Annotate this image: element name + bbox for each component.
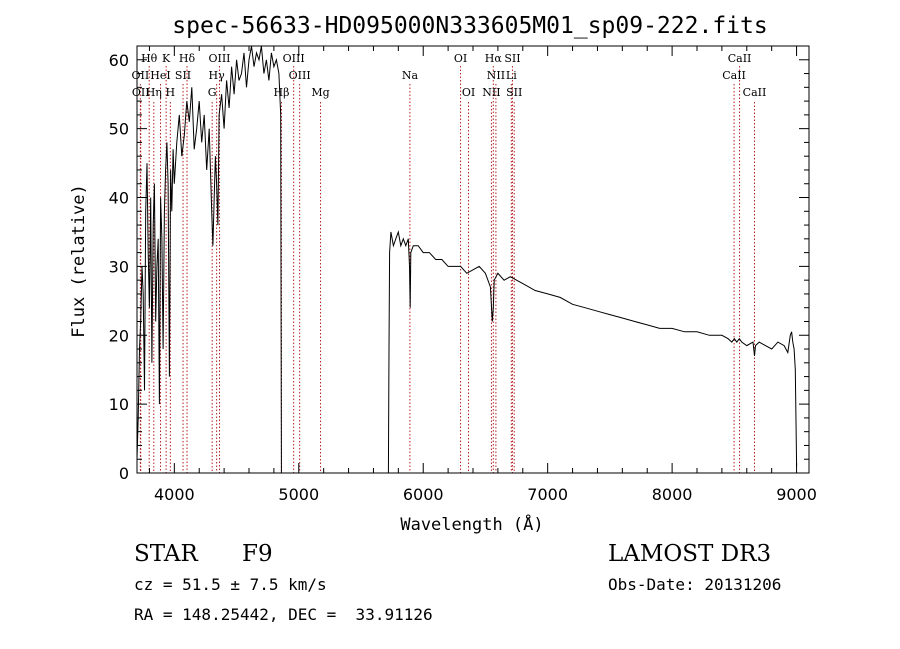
y-tick-label: 0 bbox=[119, 464, 129, 483]
x-tick-label: 7000 bbox=[527, 485, 568, 504]
line-label-8: CaII bbox=[728, 52, 752, 65]
x-tick-label: 8000 bbox=[652, 485, 693, 504]
line-label-22: Hβ bbox=[274, 86, 290, 99]
line-markers bbox=[139, 66, 755, 473]
y-tick-label: 60 bbox=[109, 51, 129, 70]
object-class: STAR bbox=[134, 541, 198, 567]
line-label-12: Hγ bbox=[209, 69, 226, 82]
x-tick-label: 5000 bbox=[278, 485, 319, 504]
line-label-20: H bbox=[166, 86, 176, 99]
y-tick-label: 50 bbox=[109, 120, 129, 139]
line-label-13: OIII bbox=[289, 69, 311, 82]
line-label-9: OII bbox=[132, 69, 150, 82]
x-tick-label: 6000 bbox=[403, 485, 444, 504]
line-label-15: NII bbox=[487, 69, 505, 82]
line-label-16: Li bbox=[506, 69, 517, 82]
line-label-23: Mg bbox=[311, 86, 329, 99]
ra-dec: RA = 148.25442, DEC = 33.91126 bbox=[134, 605, 433, 624]
line-label-4: OIII bbox=[283, 52, 305, 65]
obs-date: Obs-Date: 20131206 bbox=[608, 575, 782, 594]
line-label-27: CaII bbox=[743, 86, 767, 99]
line-label-6: Hα bbox=[485, 52, 503, 65]
x-axis-ticks: 4000 5000 6000 7000 8000 9000 bbox=[148, 46, 817, 504]
redshift-text: cz = 51.5 ± 7.5 km/s bbox=[134, 575, 327, 594]
line-label-5: OI bbox=[454, 52, 467, 65]
line-label-2: Hδ bbox=[179, 52, 196, 65]
line-label-7: SII bbox=[504, 52, 520, 65]
line-label-11: SII bbox=[175, 69, 191, 82]
plot-frame bbox=[136, 45, 810, 474]
line-label-26: SII bbox=[506, 86, 522, 99]
line-label-21: G bbox=[208, 86, 217, 99]
line-label-10: HeI bbox=[150, 69, 170, 82]
y-tick-label: 20 bbox=[109, 326, 129, 345]
chart-title: spec-56633-HD095000N333605M01_sp09-222.f… bbox=[172, 13, 767, 39]
line-label-24: OI bbox=[462, 86, 475, 99]
line-label-1: K bbox=[162, 52, 171, 65]
y-axis-ticks: 0 10 20 30 40 50 60 bbox=[109, 45, 809, 483]
y-axis-label: Flux (relative) bbox=[69, 184, 89, 338]
x-axis-label: Wavelength (Å) bbox=[400, 513, 543, 535]
line-label-14: Na bbox=[402, 69, 419, 82]
line-label-3: OIII bbox=[208, 52, 230, 65]
line-label-0: Hθ bbox=[141, 52, 158, 65]
survey-name: LAMOST DR3 bbox=[608, 541, 772, 567]
spectrum-line bbox=[136, 45, 798, 474]
line-label-19: Hη bbox=[146, 86, 162, 99]
line-label-18: OII bbox=[132, 86, 150, 99]
object-subclass: F9 bbox=[242, 541, 273, 567]
line-label-17: CaII bbox=[722, 69, 746, 82]
line-label-25: NII bbox=[482, 86, 500, 99]
y-tick-label: 10 bbox=[109, 395, 129, 414]
y-tick-label: 40 bbox=[109, 189, 129, 208]
x-tick-label: 9000 bbox=[776, 485, 817, 504]
x-tick-label: 4000 bbox=[154, 485, 195, 504]
y-tick-label: 30 bbox=[109, 257, 129, 276]
